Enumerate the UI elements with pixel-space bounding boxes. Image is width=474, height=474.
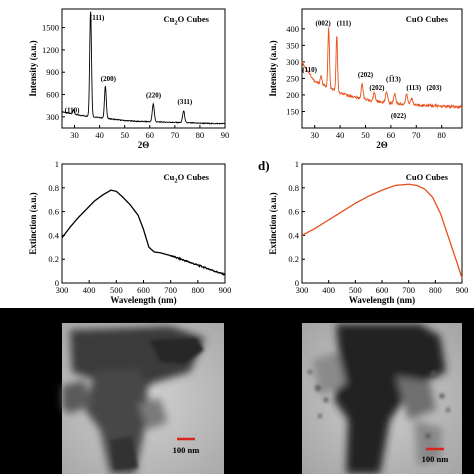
x-tick-label: 60 <box>146 130 155 140</box>
y-tick-label: 400 <box>286 24 299 34</box>
peak-label: (110) <box>302 66 317 74</box>
x-tick-label: 900 <box>456 285 469 295</box>
y-tick-label: 900 <box>46 67 59 77</box>
x-tick-label: 500 <box>349 285 362 295</box>
y-tick-label: 150 <box>286 106 299 116</box>
extinction-chart-cu2o: 300 400 500 600 700 800 900 0 0.2 0.4 0.6 0.8 1 Wavel… <box>28 159 231 305</box>
y-tick-label: 0.8 <box>48 183 59 193</box>
y-axis-label: Intensity (a.u.) <box>268 40 278 96</box>
legend-label: Cu2O Cubes <box>163 172 209 185</box>
x-tick-label: 400 <box>83 285 96 295</box>
peak-label: (202) <box>369 84 385 92</box>
series-line <box>61 189 226 276</box>
x-axis-label: Wavelength (nm) <box>349 295 415 305</box>
y-tick-label: 200 <box>286 90 299 100</box>
x-tick-label: 80 <box>196 130 205 140</box>
x-tick-label: 60 <box>387 130 396 140</box>
y-tick-label: 0.6 <box>48 207 59 217</box>
y-tick-label: 1200 <box>42 45 59 55</box>
y-tick-label: 300 <box>46 112 59 122</box>
y-tick-label: 0.2 <box>288 254 299 264</box>
x-tick-label: 600 <box>137 285 150 295</box>
y-axis-label: Extinction (a.u.) <box>268 192 278 254</box>
y-tick-label: 0.8 <box>288 183 299 193</box>
x-tick-label: 50 <box>120 130 129 140</box>
x-tick-label: 300 <box>296 285 309 295</box>
y-axis-label: Intensity (a.u.) <box>28 40 38 96</box>
series-line <box>301 27 463 110</box>
x-tick-label: 800 <box>429 285 442 295</box>
y-tick-label: 1 <box>55 159 59 169</box>
y-axis-label: Extinction (a.u.) <box>28 192 38 254</box>
plot-frame <box>61 8 226 129</box>
y-tick-label: 0.2 <box>48 254 59 264</box>
x-tick-label: 400 <box>322 285 335 295</box>
y-tick-label: 350 <box>286 40 299 50</box>
legend-label: CuO Cubes <box>406 14 449 24</box>
series-line <box>61 11 226 125</box>
x-tick-label: 70 <box>171 130 180 140</box>
peak-label: (220) <box>146 92 162 100</box>
peak-label: (022) <box>391 112 407 120</box>
x-tick-label: 700 <box>164 285 177 295</box>
y-tick-label: 0.4 <box>48 230 59 240</box>
x-axis-label: 2Θ <box>376 140 388 150</box>
scale-bar-label-1: 100 nm <box>173 445 200 455</box>
y-tick-label: 600 <box>46 90 59 100</box>
y-tick-label: 300 <box>286 57 299 67</box>
scale-bar-label-2: 100 nm <box>422 454 449 464</box>
peak-label: (113) <box>406 84 421 92</box>
x-tick-label: 50 <box>361 130 370 140</box>
y-tick-label: 0 <box>295 278 299 288</box>
x-tick-label: 700 <box>402 285 415 295</box>
x-tick-label: 70 <box>412 130 421 140</box>
x-tick-label: 500 <box>110 285 123 295</box>
x-axis-label: Wavelength (nm) <box>110 295 176 305</box>
y-tick-label: 0.6 <box>288 207 299 217</box>
x-tick-label: 40 <box>95 130 104 140</box>
peak-label: (203) <box>426 84 442 92</box>
peak-label: (002) <box>315 20 331 28</box>
plot-frame <box>301 8 463 129</box>
y-tick-label: 250 <box>286 73 299 83</box>
tem-image-cuo: 100 nm <box>302 323 462 474</box>
peak-label: (110) <box>65 106 80 114</box>
panel-a-background <box>0 0 237 158</box>
legend-label: Cu2O Cubes <box>163 14 209 27</box>
y-tick-label: 1500 <box>42 23 59 33</box>
x-axis-label: 2Θ <box>138 140 150 150</box>
x-tick-label: 600 <box>376 285 389 295</box>
x-tick-label: 30 <box>70 130 79 140</box>
panel-d-letter: d) <box>258 158 270 173</box>
peak-label: (111) <box>90 14 105 22</box>
y-tick-label: 0 <box>55 278 59 288</box>
x-tick-label: 80 <box>437 130 446 140</box>
xrd-chart-cu2o: 30 40 50 60 70 80 90 300 600 900 1200 1500 2Θ Intensi… <box>28 8 230 150</box>
peak-label: (202) <box>358 71 374 79</box>
xrd-chart-cuo: 30 40 50 60 70 80 150 200 250 300 350 400 2Θ Intensit… <box>268 8 463 150</box>
series-line <box>301 183 463 279</box>
peak-label: (1̅13) <box>386 76 401 84</box>
peak-label: (311) <box>177 98 192 106</box>
peak-label: (111) <box>337 20 352 28</box>
x-tick-label: 300 <box>56 285 69 295</box>
y-tick-label: 0.4 <box>288 230 299 240</box>
x-tick-label: 90 <box>221 130 230 140</box>
tem-image-cu2o: 100 nm <box>62 323 224 474</box>
legend-label: CuO Cubes <box>406 172 449 182</box>
x-tick-label: 800 <box>191 285 204 295</box>
extinction-chart-cuo: 300 400 500 600 700 800 900 0 0.2 0.4 0.6 0.8 1 Wavel… <box>268 159 468 305</box>
x-tick-label: 900 <box>219 285 232 295</box>
peak-label: (200) <box>101 75 117 83</box>
x-tick-label: 40 <box>336 130 345 140</box>
panel-b-background <box>237 0 474 158</box>
x-tick-label: 30 <box>310 130 319 140</box>
y-tick-label: 1 <box>295 159 299 169</box>
